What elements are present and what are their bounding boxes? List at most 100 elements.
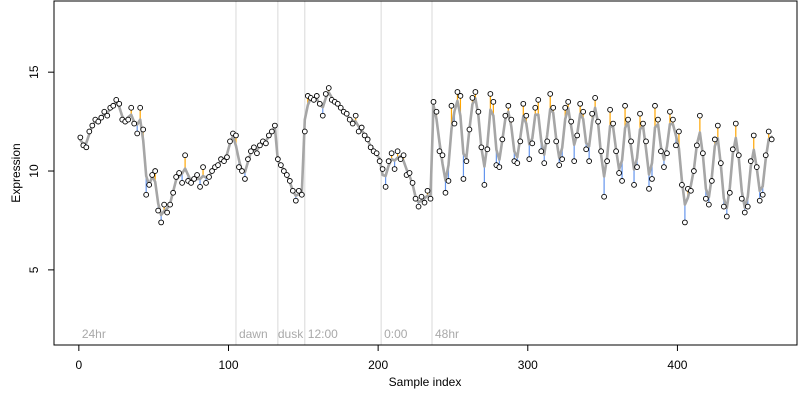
- data-point: [700, 150, 706, 157]
- data-point: [706, 201, 712, 208]
- data-point: [655, 116, 661, 123]
- data-point: [418, 193, 425, 200]
- data-point: [266, 132, 272, 139]
- data-point: [149, 172, 156, 178]
- data-point: [391, 166, 398, 172]
- data-point: [424, 187, 431, 194]
- data-point: [634, 164, 640, 170]
- data-point: [427, 195, 434, 202]
- data-point: [298, 191, 305, 198]
- data-point: [445, 178, 452, 184]
- data-point: [254, 150, 260, 157]
- segment-divider-layer: [235, 1, 433, 345]
- x-axis: 0 100 200 300 400: [75, 345, 688, 372]
- plot-frame: [53, 0, 798, 346]
- data-point: [86, 128, 93, 135]
- data-point: [394, 148, 401, 155]
- data-point: [379, 166, 386, 172]
- data-point: [589, 110, 595, 117]
- data-point: [155, 207, 162, 214]
- data-point: [209, 168, 215, 174]
- data-point: [676, 128, 682, 135]
- segment-label: dusk: [278, 327, 304, 341]
- data-point: [128, 104, 135, 111]
- data-point: [361, 132, 368, 139]
- y-tick-label: 5: [27, 266, 41, 273]
- data-point: [756, 197, 763, 204]
- data-point: [643, 138, 649, 145]
- data-point: [439, 152, 446, 159]
- data-point: [131, 120, 138, 127]
- data-point: [358, 124, 365, 131]
- data-point: [532, 104, 539, 111]
- data-point: [286, 178, 293, 184]
- data-point: [741, 209, 748, 216]
- data-point: [457, 93, 464, 99]
- data-point: [182, 152, 188, 159]
- data-point: [301, 128, 308, 135]
- data-point: [616, 170, 622, 176]
- data-point: [541, 160, 548, 166]
- data-point: [732, 120, 739, 127]
- data-point: [206, 174, 212, 180]
- data-point: [649, 176, 655, 182]
- data-point: [161, 201, 167, 208]
- data-point: [646, 185, 652, 192]
- data-point: [275, 156, 281, 163]
- data-point: [143, 191, 150, 198]
- data-point: [768, 136, 775, 143]
- data-point: [421, 199, 428, 206]
- data-point: [505, 102, 512, 109]
- data-point: [568, 118, 575, 125]
- data-point: [517, 138, 524, 145]
- data-point: [248, 148, 254, 155]
- x-tick-label: 0: [75, 358, 82, 372]
- data-point: [388, 150, 395, 157]
- data-point: [607, 106, 613, 113]
- data-point: [628, 138, 634, 145]
- data-point: [688, 187, 694, 194]
- data-point: [98, 114, 105, 121]
- data-point: [83, 144, 90, 151]
- data-point: [466, 126, 473, 133]
- x-tick-label: 400: [667, 358, 687, 372]
- data-point: [164, 209, 170, 216]
- data-point: [400, 152, 407, 159]
- y-axis-title: Expression: [9, 143, 23, 202]
- data-point: [284, 172, 290, 178]
- data-point: [529, 140, 536, 147]
- data-point: [664, 150, 670, 157]
- data-point: [499, 136, 506, 143]
- data-point: [179, 180, 185, 186]
- segment-label-layer: 24hr dawn dusk 12:00 0:00 48hr: [82, 327, 459, 341]
- data-point: [409, 180, 416, 186]
- data-point: [697, 112, 703, 119]
- data-point: [242, 176, 248, 182]
- segment-label: 48hr: [435, 327, 459, 341]
- data-point: [224, 154, 230, 161]
- data-point: [625, 116, 631, 123]
- data-point: [553, 138, 560, 145]
- data-point: [720, 203, 727, 210]
- data-point: [263, 140, 269, 147]
- data-point: [604, 158, 610, 164]
- data-point: [478, 144, 485, 151]
- data-point: [95, 118, 102, 125]
- data-point: [376, 158, 383, 164]
- point-layer: [77, 85, 775, 226]
- data-point: [520, 100, 527, 107]
- data-point: [750, 132, 757, 139]
- data-point: [487, 91, 494, 97]
- data-point: [502, 112, 509, 119]
- data-point: [313, 93, 320, 99]
- data-point: [292, 197, 299, 204]
- data-point: [580, 108, 587, 115]
- data-point: [508, 116, 515, 123]
- data-point: [640, 120, 646, 127]
- data-point: [610, 120, 616, 127]
- data-point: [236, 164, 242, 170]
- data-point: [586, 158, 592, 164]
- data-point: [215, 162, 221, 168]
- data-point: [729, 146, 736, 153]
- data-point: [469, 95, 476, 101]
